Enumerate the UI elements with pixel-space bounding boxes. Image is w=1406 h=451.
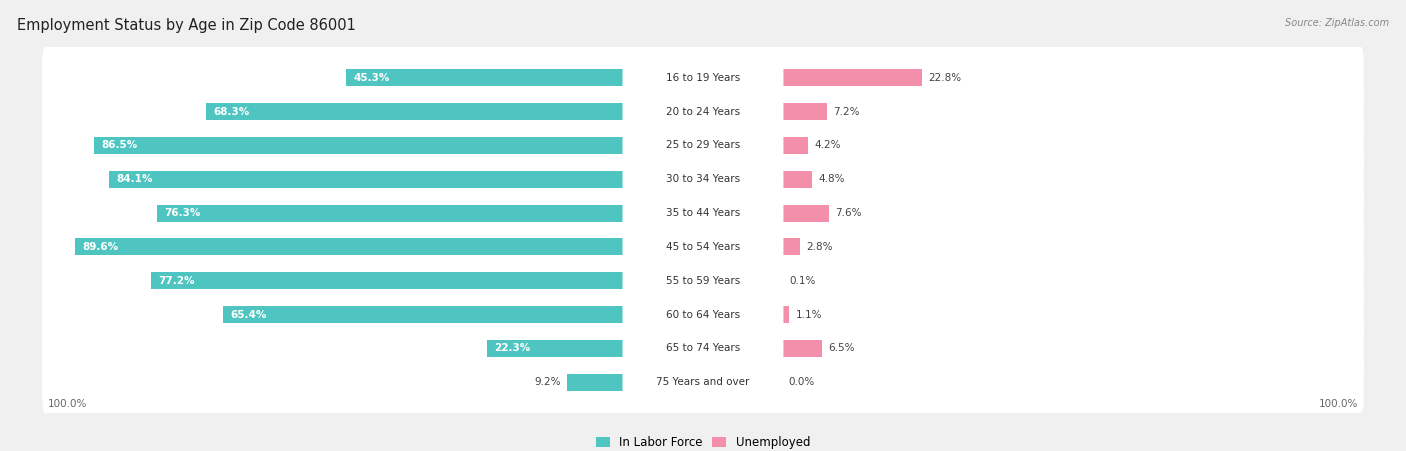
FancyBboxPatch shape: [623, 65, 783, 90]
Text: 60 to 64 Years: 60 to 64 Years: [666, 309, 740, 320]
Text: Source: ZipAtlas.com: Source: ZipAtlas.com: [1285, 18, 1389, 28]
FancyBboxPatch shape: [42, 148, 1364, 210]
Bar: [783, 69, 922, 86]
Bar: [783, 205, 830, 221]
Bar: [783, 306, 789, 323]
Text: 89.6%: 89.6%: [83, 242, 118, 252]
Text: 75 Years and over: 75 Years and over: [657, 377, 749, 387]
FancyBboxPatch shape: [42, 250, 1364, 312]
Text: 76.3%: 76.3%: [165, 208, 200, 218]
Bar: [783, 239, 800, 255]
FancyBboxPatch shape: [623, 235, 783, 259]
Bar: [76, 239, 623, 255]
Bar: [156, 205, 623, 221]
Bar: [783, 171, 811, 188]
Text: 22.8%: 22.8%: [928, 73, 962, 83]
Text: 30 to 34 Years: 30 to 34 Years: [666, 174, 740, 184]
Bar: [346, 69, 623, 86]
Text: 0.1%: 0.1%: [789, 276, 815, 286]
Text: 77.2%: 77.2%: [159, 276, 195, 286]
Bar: [94, 137, 623, 154]
Bar: [783, 137, 808, 154]
Text: 65 to 74 Years: 65 to 74 Years: [666, 343, 740, 354]
FancyBboxPatch shape: [623, 268, 783, 293]
Text: 4.8%: 4.8%: [818, 174, 845, 184]
Text: 0.0%: 0.0%: [789, 377, 815, 387]
FancyBboxPatch shape: [42, 216, 1364, 278]
Bar: [150, 272, 623, 289]
FancyBboxPatch shape: [623, 336, 783, 361]
Text: 100.0%: 100.0%: [1319, 399, 1358, 409]
FancyBboxPatch shape: [623, 201, 783, 226]
Text: 20 to 24 Years: 20 to 24 Years: [666, 106, 740, 117]
Text: 7.2%: 7.2%: [832, 106, 859, 117]
Text: 7.6%: 7.6%: [835, 208, 862, 218]
FancyBboxPatch shape: [623, 99, 783, 124]
Bar: [205, 103, 623, 120]
FancyBboxPatch shape: [42, 351, 1364, 413]
Text: 84.1%: 84.1%: [117, 174, 153, 184]
Text: 9.2%: 9.2%: [534, 377, 561, 387]
Text: 22.3%: 22.3%: [495, 343, 530, 354]
FancyBboxPatch shape: [42, 47, 1364, 109]
Bar: [567, 374, 623, 391]
Bar: [783, 103, 827, 120]
FancyBboxPatch shape: [42, 318, 1364, 379]
FancyBboxPatch shape: [623, 133, 783, 158]
Text: 35 to 44 Years: 35 to 44 Years: [666, 208, 740, 218]
Text: 16 to 19 Years: 16 to 19 Years: [666, 73, 740, 83]
Text: 100.0%: 100.0%: [48, 399, 87, 409]
FancyBboxPatch shape: [623, 370, 783, 395]
Bar: [108, 171, 623, 188]
Text: 4.2%: 4.2%: [814, 140, 841, 151]
FancyBboxPatch shape: [623, 302, 783, 327]
FancyBboxPatch shape: [42, 182, 1364, 244]
Text: 45.3%: 45.3%: [354, 73, 389, 83]
Bar: [783, 340, 823, 357]
FancyBboxPatch shape: [42, 115, 1364, 176]
Text: Employment Status by Age in Zip Code 86001: Employment Status by Age in Zip Code 860…: [17, 18, 356, 33]
FancyBboxPatch shape: [42, 81, 1364, 143]
Text: 68.3%: 68.3%: [212, 106, 249, 117]
Text: 86.5%: 86.5%: [101, 140, 138, 151]
Text: 2.8%: 2.8%: [806, 242, 832, 252]
Text: 65.4%: 65.4%: [231, 309, 267, 320]
FancyBboxPatch shape: [623, 167, 783, 192]
Legend: In Labor Force, Unemployed: In Labor Force, Unemployed: [596, 436, 810, 449]
Text: 55 to 59 Years: 55 to 59 Years: [666, 276, 740, 286]
FancyBboxPatch shape: [42, 284, 1364, 345]
Bar: [486, 340, 623, 357]
Text: 1.1%: 1.1%: [796, 309, 823, 320]
Text: 6.5%: 6.5%: [828, 343, 855, 354]
Bar: [224, 306, 623, 323]
Text: 45 to 54 Years: 45 to 54 Years: [666, 242, 740, 252]
Text: 25 to 29 Years: 25 to 29 Years: [666, 140, 740, 151]
